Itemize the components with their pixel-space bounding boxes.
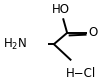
Text: O: O [89, 26, 98, 39]
Text: H−Cl: H−Cl [66, 67, 97, 80]
Text: $\mathregular{H_2N}$: $\mathregular{H_2N}$ [3, 37, 27, 52]
Text: HO: HO [52, 3, 70, 16]
